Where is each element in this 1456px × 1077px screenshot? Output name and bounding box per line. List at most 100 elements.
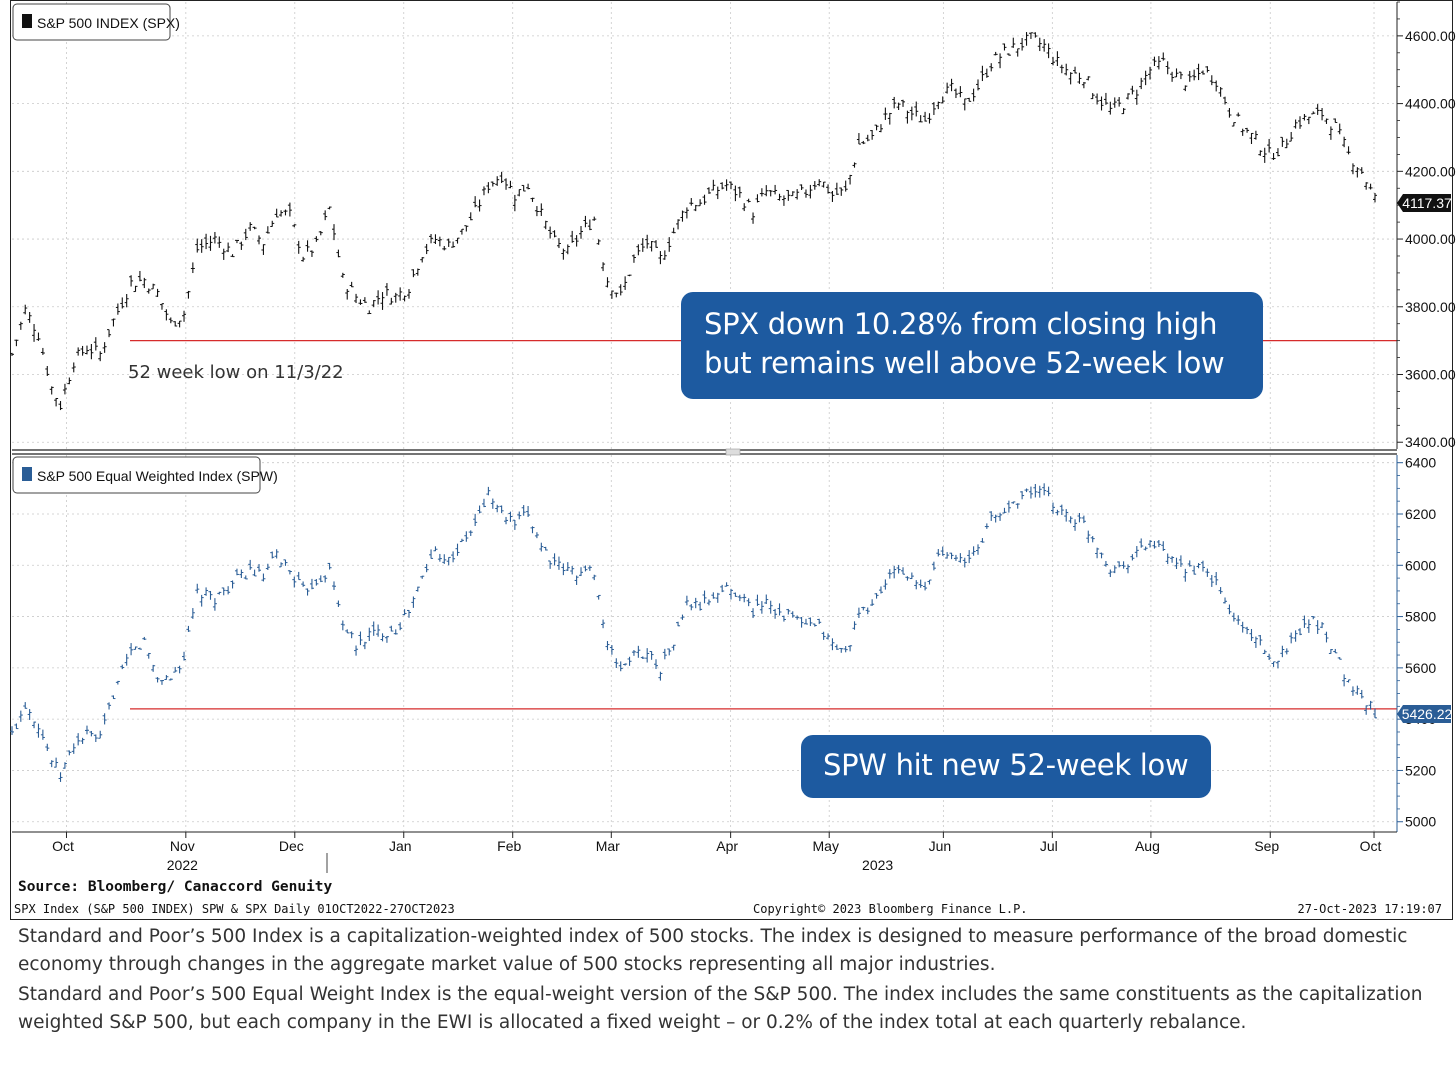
y-tick-label: 6200 [1405, 506, 1436, 522]
ohlc-bar [583, 565, 588, 572]
spx-callout-line-1: SPX down 10.28% from closing high [704, 307, 1218, 341]
ohlc-bar [671, 227, 676, 234]
ohlc-bar [354, 293, 359, 304]
ohlc-bar [817, 179, 822, 187]
ohlc-bar [1055, 509, 1060, 516]
ohlc-bar [570, 565, 575, 575]
ohlc-bar [640, 238, 645, 252]
ohlc-bar [1143, 546, 1148, 551]
ohlc-bar [1165, 61, 1170, 75]
ohlc-bar [36, 723, 41, 738]
ohlc-bar [843, 645, 848, 653]
ohlc-bar [1205, 568, 1210, 577]
ohlc-bar [490, 498, 495, 509]
ohlc-bar [1174, 557, 1179, 570]
ohlc-bar [702, 590, 707, 604]
ohlc-bar [305, 588, 310, 596]
ohlc-bar [124, 653, 129, 666]
ohlc-bar [318, 231, 323, 236]
ohlc-bar [909, 572, 914, 580]
ohlc-bar [305, 240, 310, 252]
ohlc-bar [265, 226, 270, 234]
ohlc-bar [98, 730, 103, 739]
ohlc-bar [371, 300, 376, 308]
ohlc-bar [1333, 118, 1338, 123]
ohlc-bar [1139, 77, 1144, 90]
ohlc-bar [424, 243, 429, 255]
ohlc-bar [279, 210, 284, 217]
ohlc-bar [1311, 111, 1316, 115]
ohlc-bar [464, 225, 469, 232]
ohlc-bar [1064, 509, 1069, 522]
ohlc-bar [221, 587, 226, 596]
ohlc-bar [107, 329, 112, 338]
ohlc-bar [1231, 612, 1236, 622]
ohlc-bar [23, 304, 28, 315]
ohlc-bar [680, 614, 685, 620]
ohlc-bar [1324, 118, 1329, 124]
ohlc-bar [848, 174, 853, 185]
ohlc-bar [1006, 53, 1011, 56]
ohlc-bar [781, 615, 786, 622]
ohlc-bar [186, 625, 191, 632]
ohlc-bar [534, 206, 539, 217]
ohlc-bar [151, 664, 156, 672]
ohlc-bar [1073, 519, 1078, 531]
ohlc-bar [1152, 56, 1157, 67]
panel-resize-handle[interactable] [725, 448, 741, 456]
ohlc-bar [1024, 488, 1029, 493]
ohlc-bar [1134, 89, 1139, 105]
ohlc-bar [1315, 104, 1320, 115]
ohlc-bar [724, 179, 729, 191]
ohlc-bar [1236, 615, 1241, 625]
ohlc-bar [429, 234, 434, 244]
ohlc-bar [27, 311, 32, 323]
ohlc-bar [446, 556, 451, 566]
ohlc-bar [115, 303, 120, 315]
ohlc-bar [252, 226, 257, 230]
x-tick-label: Mar [596, 838, 620, 854]
ohlc-bar [821, 181, 826, 188]
ohlc-bar [521, 184, 526, 192]
ohlc-bar [790, 611, 795, 618]
ohlc-bar [367, 627, 372, 641]
ohlc-bar [204, 233, 209, 250]
ohlc-bar [662, 250, 667, 260]
x-tick-label: Oct [1360, 838, 1382, 854]
ohlc-bar [459, 228, 464, 235]
ohlc-bar [1117, 97, 1122, 107]
ohlc-bar [318, 575, 323, 583]
ohlc-bar [124, 294, 129, 308]
ohlc-bar [751, 608, 756, 619]
ohlc-bar [137, 647, 142, 650]
ohlc-bar [962, 557, 967, 568]
footer-right: 27-Oct-2023 17:19:07 [1297, 902, 1443, 916]
ohlc-bar [583, 215, 588, 228]
ohlc-bar [940, 96, 945, 104]
ohlc-bar [1315, 620, 1320, 634]
ohlc-bar [1293, 630, 1298, 642]
ohlc-bar [556, 556, 561, 570]
y-tick-label: 6400 [1405, 455, 1436, 471]
ohlc-bar [1028, 486, 1033, 499]
ohlc-bar [1298, 116, 1303, 129]
ohlc-bar [168, 678, 173, 681]
ohlc-bar [376, 624, 381, 637]
ohlc-bar [279, 562, 284, 568]
y-tick-label: 5200 [1405, 762, 1436, 778]
ohlc-bar [1196, 563, 1201, 569]
ohlc-bar [601, 262, 606, 272]
ohlc-bar [1306, 619, 1311, 633]
ohlc-bar [349, 281, 354, 288]
ohlc-bar [737, 186, 742, 198]
ohlc-bar [234, 239, 239, 244]
ohlc-bar [795, 615, 800, 620]
ohlc-bar [592, 216, 597, 221]
ohlc-bar [742, 593, 747, 603]
ohlc-bar [773, 608, 778, 619]
ohlc-bar [115, 680, 120, 685]
ohlc-bar [1231, 122, 1236, 127]
ohlc-bar [702, 194, 707, 205]
ohlc-bar [327, 206, 332, 210]
ohlc-bar [173, 321, 178, 327]
